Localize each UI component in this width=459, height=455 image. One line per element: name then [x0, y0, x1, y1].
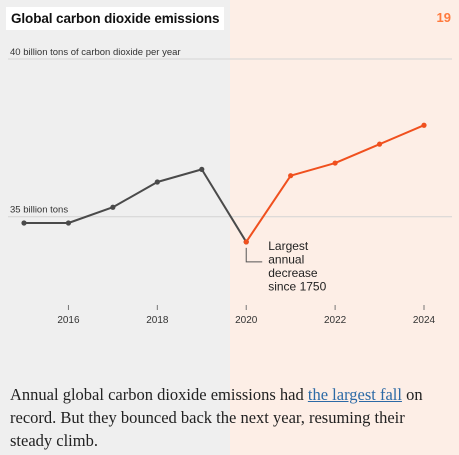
- series-2-point-2023: [376, 141, 383, 147]
- post-2020-background: [230, 0, 459, 455]
- x-tick-label-2024: 2024: [413, 315, 436, 326]
- series-2-point-2020: [243, 239, 249, 245]
- x-tick-label-2020: 2020: [235, 315, 258, 326]
- x-tick-label-2018: 2018: [146, 315, 169, 326]
- series-1-point-2017: [110, 204, 116, 210]
- caption-text-start: Annual global carbon dioxide emissions h…: [10, 385, 308, 404]
- series-line-1: [24, 168, 248, 243]
- series-2-point-2022: [332, 160, 338, 166]
- annotation-line-4: since 1750: [268, 279, 326, 293]
- emissions-line-chart: 40 billion tons of carbon dioxide per ye…: [8, 47, 452, 326]
- series-1-point-2015: [21, 220, 27, 226]
- series-1-point-2018: [154, 179, 160, 185]
- annotation-line-2: annual: [268, 252, 304, 266]
- x-tick-label-2022: 2022: [324, 315, 347, 326]
- pre-2020-background: [0, 0, 230, 455]
- series-2-point-2021: [288, 173, 294, 179]
- series-2-point-2024: [421, 122, 427, 128]
- largest-fall-link[interactable]: the largest fall: [307, 385, 402, 404]
- annotation-line-3: decrease: [268, 266, 318, 280]
- chart-caption: Annual global carbon dioxide emissions h…: [10, 383, 450, 452]
- series-1-point-2016: [65, 220, 72, 226]
- annotation-leader-line: [245, 247, 263, 263]
- y-tick-label-40: 40 billion tons of carbon dioxide per ye…: [10, 47, 181, 58]
- series-1-point-2019: [199, 166, 205, 172]
- chart-title: Global carbon dioxide emissions: [6, 7, 225, 30]
- caption-text-end: on record. But they bounced back the nex…: [10, 385, 423, 450]
- page-number: 19: [436, 10, 451, 25]
- x-tick-label-2016: 2016: [57, 315, 80, 326]
- annotation-line-1: Largest: [268, 239, 309, 253]
- series-line-2: [245, 124, 425, 243]
- chart-title-text: Global carbon dioxide emissions: [11, 11, 220, 26]
- y-tick-label-35: 35 billion tons: [10, 205, 68, 216]
